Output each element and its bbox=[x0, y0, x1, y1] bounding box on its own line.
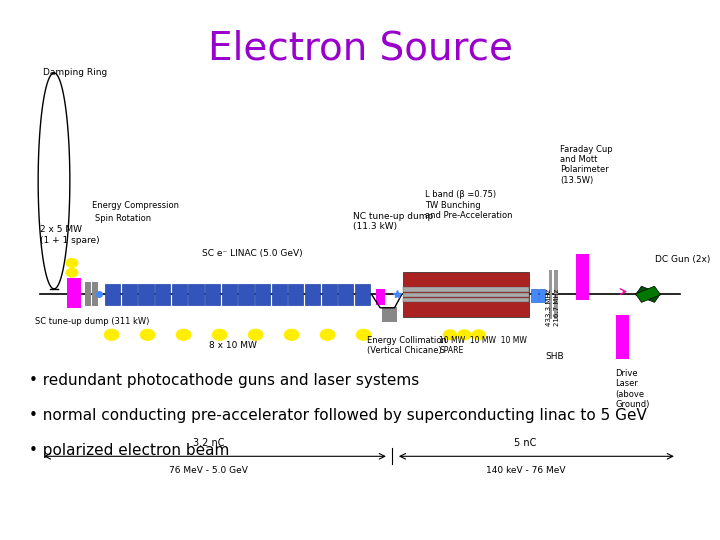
Bar bbox=[122, 284, 137, 305]
Bar bbox=[172, 284, 187, 305]
Bar bbox=[138, 284, 153, 305]
Text: 216.7 MHz: 216.7 MHz bbox=[554, 289, 559, 326]
Circle shape bbox=[458, 330, 471, 340]
Text: 10 MW  10 MW  10 MW
SPARE: 10 MW 10 MW 10 MW SPARE bbox=[439, 336, 527, 355]
Bar bbox=[67, 278, 81, 308]
Text: Faraday Cup
and Mott
Polarimeter
(13.5W): Faraday Cup and Mott Polarimeter (13.5W) bbox=[560, 145, 613, 185]
Text: • normal conducting pre-accelerator followed by superconducting linac to 5 GeV: • normal conducting pre-accelerator foll… bbox=[29, 408, 647, 423]
Text: 140 keV - 76 MeV: 140 keV - 76 MeV bbox=[486, 467, 565, 475]
Text: 2 x 5 MW
(1 + 1 spare): 2 x 5 MW (1 + 1 spare) bbox=[40, 225, 99, 245]
Bar bbox=[205, 284, 220, 305]
Bar bbox=[382, 307, 397, 322]
Bar bbox=[554, 270, 558, 319]
Bar bbox=[531, 289, 538, 302]
Circle shape bbox=[444, 330, 456, 340]
Bar bbox=[355, 284, 370, 305]
Bar bbox=[376, 289, 385, 305]
Bar bbox=[549, 270, 552, 319]
Circle shape bbox=[176, 329, 191, 340]
Circle shape bbox=[284, 329, 299, 340]
Bar bbox=[222, 284, 237, 305]
Bar bbox=[403, 293, 529, 297]
Bar bbox=[539, 289, 545, 302]
Text: 5 nC: 5 nC bbox=[514, 438, 537, 448]
Bar bbox=[305, 284, 320, 305]
Bar bbox=[616, 315, 629, 359]
Circle shape bbox=[66, 259, 78, 267]
Circle shape bbox=[356, 329, 371, 340]
Text: Damping Ring: Damping Ring bbox=[43, 69, 107, 77]
Text: 433.3 MHz: 433.3 MHz bbox=[546, 289, 552, 326]
Text: SHB: SHB bbox=[545, 352, 564, 361]
Text: SC e⁻ LINAC (5.0 GeV): SC e⁻ LINAC (5.0 GeV) bbox=[202, 249, 302, 258]
Text: DC Gun (2x): DC Gun (2x) bbox=[655, 255, 711, 264]
Circle shape bbox=[472, 330, 485, 340]
Text: Drive
Laser
(above
Ground): Drive Laser (above Ground) bbox=[616, 369, 650, 409]
Circle shape bbox=[212, 329, 227, 340]
Text: Spin Rotation: Spin Rotation bbox=[95, 214, 151, 223]
Text: 8 x 10 MW: 8 x 10 MW bbox=[209, 341, 256, 350]
Bar bbox=[85, 282, 91, 306]
Bar bbox=[189, 284, 204, 305]
Circle shape bbox=[140, 329, 155, 340]
Bar bbox=[338, 284, 354, 305]
Polygon shape bbox=[636, 286, 660, 302]
Bar bbox=[322, 284, 337, 305]
Text: • redundant photocathode guns and laser systems: • redundant photocathode guns and laser … bbox=[29, 373, 419, 388]
Polygon shape bbox=[636, 286, 660, 302]
Bar bbox=[271, 284, 287, 305]
Bar bbox=[403, 298, 529, 302]
Circle shape bbox=[248, 329, 263, 340]
Bar bbox=[92, 282, 98, 306]
Text: NC tune-up dump
(11.3 kW): NC tune-up dump (11.3 kW) bbox=[353, 212, 433, 231]
Text: Electron Source: Electron Source bbox=[207, 30, 513, 68]
Text: • polarized electron beam: • polarized electron beam bbox=[29, 443, 229, 458]
Bar bbox=[238, 284, 253, 305]
Text: Energy Collimation
(Vertical Chicane): Energy Collimation (Vertical Chicane) bbox=[367, 336, 447, 355]
Text: 3.2 nC: 3.2 nC bbox=[193, 438, 225, 448]
Bar bbox=[105, 284, 120, 305]
Text: 76 MeV - 5.0 GeV: 76 MeV - 5.0 GeV bbox=[169, 467, 248, 475]
Bar bbox=[255, 284, 270, 305]
Bar bbox=[576, 254, 589, 300]
Bar bbox=[288, 284, 304, 305]
Bar bbox=[155, 284, 171, 305]
Text: L band (β =0.75)
TW Bunching
and Pre-Acceleration: L band (β =0.75) TW Bunching and Pre-Acc… bbox=[425, 190, 513, 220]
Circle shape bbox=[104, 329, 119, 340]
Bar bbox=[403, 272, 529, 317]
Circle shape bbox=[66, 268, 78, 277]
Text: Energy Compression: Energy Compression bbox=[92, 201, 179, 210]
Circle shape bbox=[320, 329, 335, 340]
Text: SC tune-up dump (311 kW): SC tune-up dump (311 kW) bbox=[35, 317, 149, 326]
Bar bbox=[403, 287, 529, 292]
